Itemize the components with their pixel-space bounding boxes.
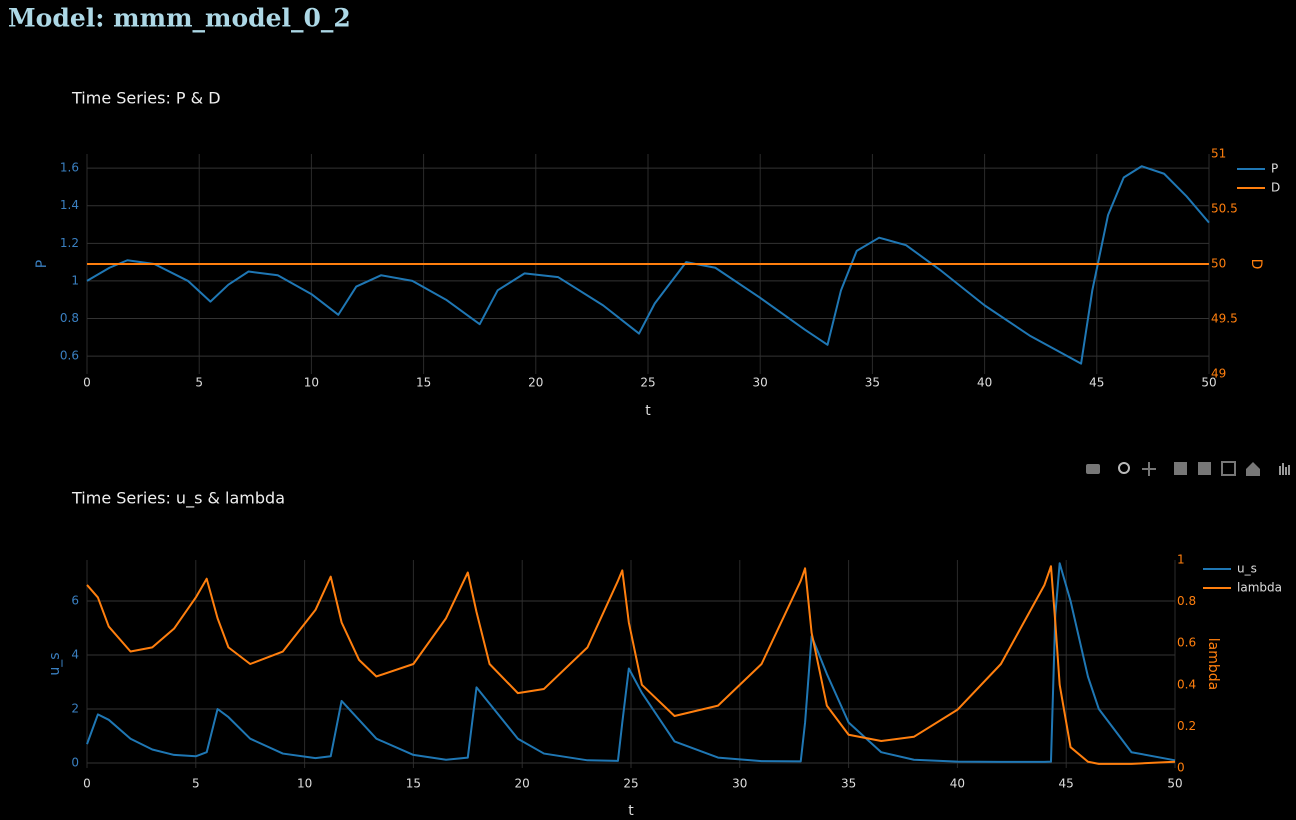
page-title: Model: mmm_model_0_2 xyxy=(8,4,351,33)
x-tick-label: 15 xyxy=(406,777,421,791)
x-tick-label: 45 xyxy=(1059,777,1074,791)
x-tick-label: 20 xyxy=(528,376,543,390)
x-tick-label: 0 xyxy=(83,376,91,390)
x-tick-label: 25 xyxy=(640,376,655,390)
y2-tick-label: 0.4 xyxy=(1177,677,1196,691)
x-tick-label: 20 xyxy=(515,777,530,791)
x-tick-label: 45 xyxy=(1089,376,1104,390)
y-tick-label: 6 xyxy=(71,594,79,608)
zoom-in-icon[interactable] xyxy=(1174,462,1187,475)
modebar xyxy=(1086,461,1290,476)
x-tick-label: 30 xyxy=(753,376,768,390)
x-tick-label: 50 xyxy=(1167,777,1182,791)
y-tick-label: 4 xyxy=(71,648,79,662)
y2-axis-title: lambda xyxy=(1205,638,1221,690)
x-tick-label: 15 xyxy=(416,376,431,390)
x-tick-label: 35 xyxy=(865,376,880,390)
x-axis-title: t xyxy=(628,803,634,819)
y-tick-label: 1.6 xyxy=(60,161,79,175)
x-tick-label: 5 xyxy=(192,777,200,791)
series-line xyxy=(86,165,1210,365)
y-axis-title: P xyxy=(34,260,50,268)
y2-tick-label: 0.8 xyxy=(1177,594,1196,608)
y2-tick-label: 51 xyxy=(1211,147,1226,161)
y-tick-label: 0 xyxy=(71,756,79,770)
y2-tick-label: 1 xyxy=(1177,553,1185,567)
y2-tick-label: 50 xyxy=(1211,257,1226,271)
legend-label: u_s xyxy=(1237,562,1257,576)
series-line xyxy=(86,565,1176,765)
legend-label: lambda xyxy=(1237,581,1282,595)
pan-icon[interactable] xyxy=(1142,462,1156,476)
x-tick-label: 0 xyxy=(83,777,91,791)
y2-axis-title: D xyxy=(1248,259,1264,270)
zoom-icon[interactable] xyxy=(1118,462,1130,474)
y-tick-label: 1.4 xyxy=(60,198,79,212)
series-line xyxy=(86,562,1176,763)
x-tick-label: 10 xyxy=(297,777,312,791)
x-axis-title: t xyxy=(645,403,651,419)
y2-tick-label: 49 xyxy=(1211,367,1226,381)
y-axis-title: u_s xyxy=(47,652,63,675)
y-tick-label: 1 xyxy=(71,273,79,287)
x-tick-label: 25 xyxy=(623,777,638,791)
y2-tick-label: 50.5 xyxy=(1211,202,1238,216)
y2-tick-label: 49.5 xyxy=(1211,312,1238,326)
zoom-out-icon[interactable] xyxy=(1198,462,1211,475)
camera-icon[interactable] xyxy=(1086,464,1100,474)
x-tick-label: 50 xyxy=(1201,376,1216,390)
autoscale-icon[interactable] xyxy=(1221,461,1236,476)
x-tick-label: 5 xyxy=(195,376,203,390)
y2-tick-label: 0.2 xyxy=(1177,719,1196,733)
chart-title: Time Series: u_s & lambda xyxy=(71,489,285,509)
y-tick-label: 2 xyxy=(71,702,79,716)
x-tick-label: 40 xyxy=(950,777,965,791)
plotly-logo[interactable] xyxy=(1279,463,1290,475)
x-tick-label: 40 xyxy=(977,376,992,390)
y2-tick-label: 0.6 xyxy=(1177,636,1196,650)
y-tick-label: 1.2 xyxy=(60,236,79,250)
y-tick-label: 0.8 xyxy=(60,311,79,325)
legend-label: D xyxy=(1271,181,1280,195)
x-tick-label: 30 xyxy=(732,777,747,791)
y2-tick-label: 0 xyxy=(1177,761,1185,775)
legend-label: P xyxy=(1271,162,1278,176)
y-tick-label: 0.6 xyxy=(60,349,79,363)
chart-title: Time Series: P & D xyxy=(71,89,221,108)
x-tick-label: 35 xyxy=(841,777,856,791)
x-tick-label: 10 xyxy=(304,376,319,390)
reset-icon[interactable] xyxy=(1246,462,1260,476)
